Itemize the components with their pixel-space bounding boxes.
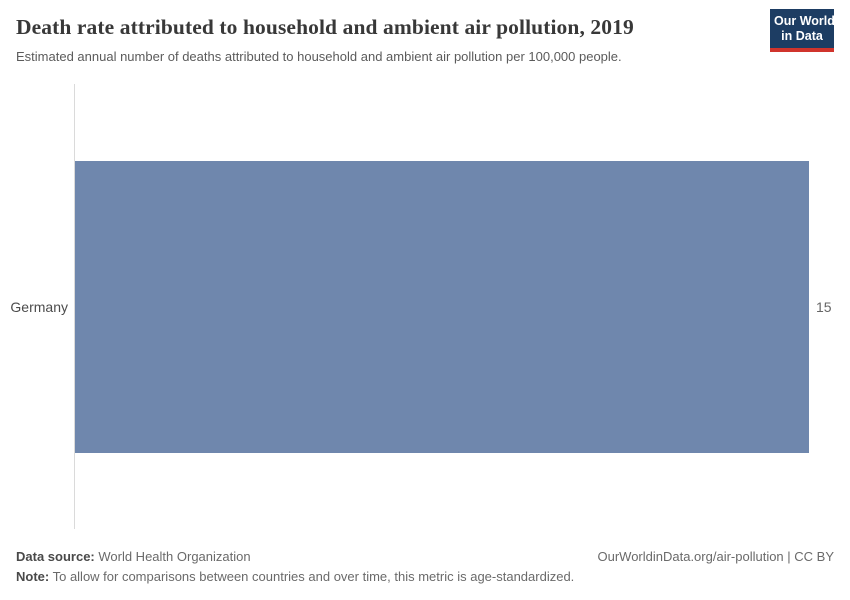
plot-area	[75, 161, 809, 453]
data-source-text: Data source: World Health Organization	[16, 547, 251, 567]
data-source-value: World Health Organization	[94, 549, 251, 564]
owid-logo-line1: Our World	[774, 14, 835, 28]
bar-germany[interactable]	[75, 161, 809, 453]
value-label-germany: 15	[816, 298, 832, 315]
entity-label-germany: Germany	[10, 298, 68, 315]
owid-logo[interactable]: Our World in Data	[770, 9, 835, 52]
owid-license-link[interactable]: OurWorldinData.org/air-pollution | CC BY	[597, 549, 834, 564]
y-axis-line	[74, 84, 75, 529]
owid-logo-line2: in Data	[781, 29, 823, 43]
note-label: Note:	[16, 569, 50, 584]
chart-subtitle: Estimated annual number of deaths attrib…	[16, 49, 622, 64]
chart-title: Death rate attributed to household and a…	[16, 15, 634, 39]
bar-chart: Germany 15	[0, 84, 850, 529]
footer-note-row: Note: To allow for comparisons between c…	[16, 567, 834, 587]
chart-header: Death rate attributed to household and a…	[16, 14, 834, 65]
note-value: To allow for comparisons between countri…	[49, 569, 575, 584]
chart-footer: Data source: World Health Organization O…	[16, 547, 834, 587]
data-source-label: Data source:	[16, 549, 95, 564]
footer-source-row: Data source: World Health Organization O…	[16, 547, 834, 567]
